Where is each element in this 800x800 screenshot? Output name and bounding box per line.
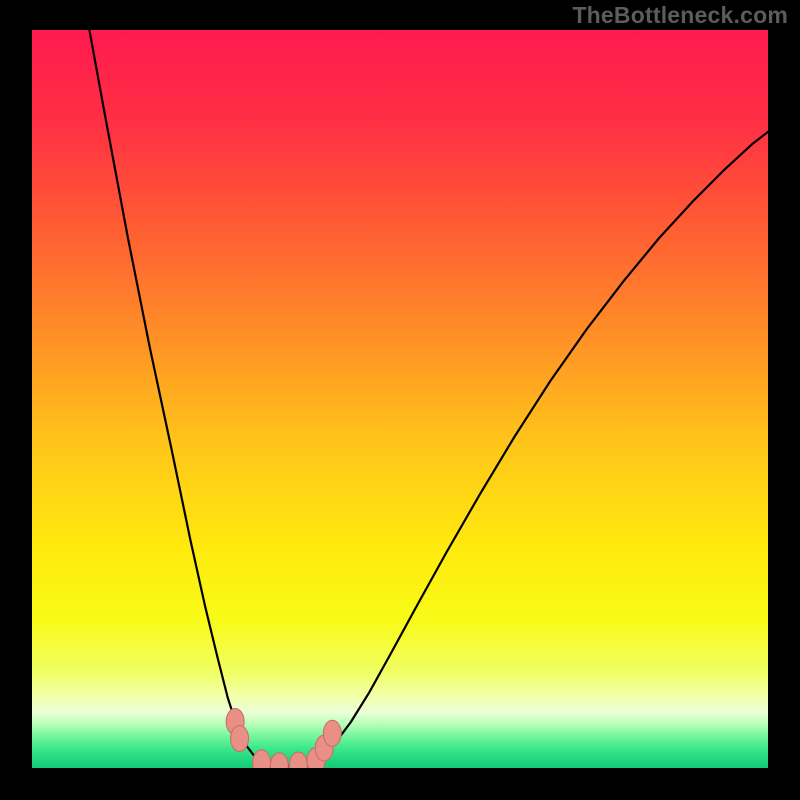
watermark-text: TheBottleneck.com	[572, 2, 788, 29]
marker-dot	[231, 725, 249, 751]
marker-group	[226, 709, 341, 768]
marker-dot	[253, 750, 271, 768]
marker-dot	[270, 753, 288, 768]
chart-svg	[32, 30, 768, 768]
outer-frame: TheBottleneck.com	[0, 0, 800, 800]
plot-area	[32, 30, 768, 768]
marker-dot	[323, 720, 341, 746]
marker-dot	[289, 752, 307, 768]
bottleneck-curve	[89, 30, 768, 766]
